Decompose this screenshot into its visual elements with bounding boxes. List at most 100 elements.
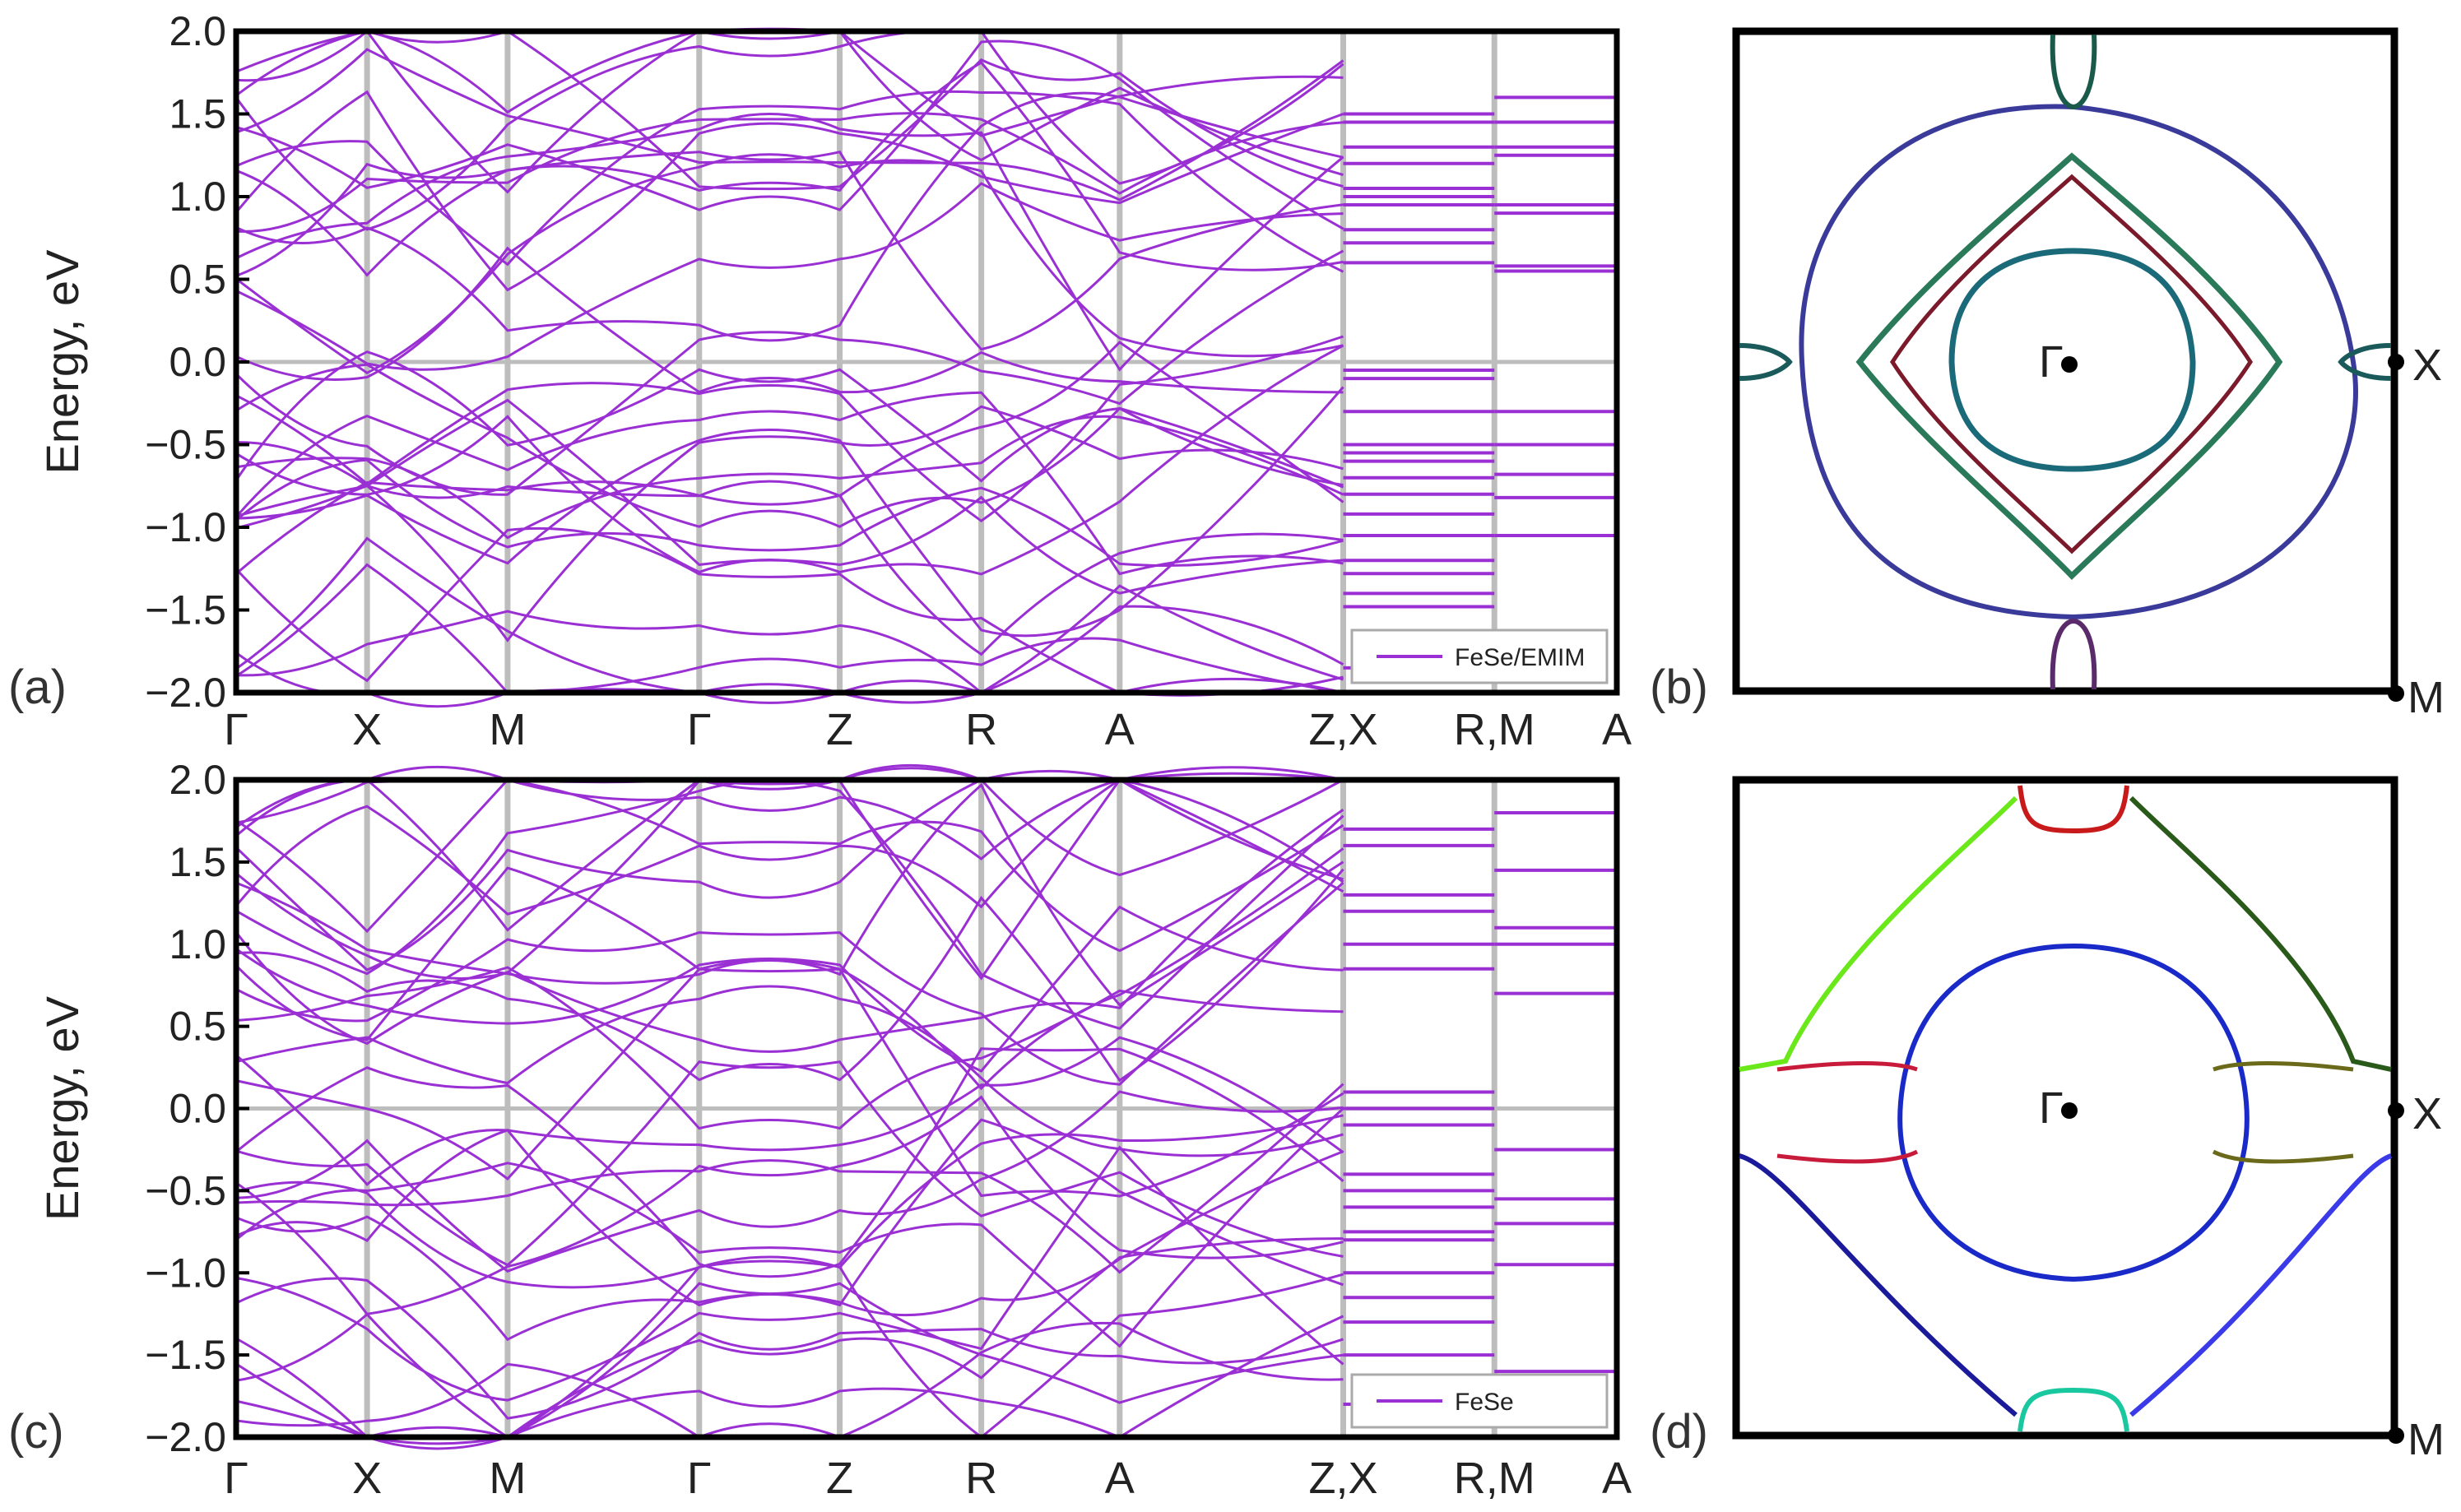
band-line xyxy=(235,1107,1344,1348)
band-line xyxy=(235,767,1344,932)
fermi-contour-neck-bottom xyxy=(2018,1387,2129,1432)
band-line xyxy=(235,763,1344,934)
band-line xyxy=(235,1259,1344,1439)
fermi-pocket-left xyxy=(1739,343,1793,381)
band-structure-panel-c: 2.0 1.5 1.0 0.5 0.0 −0.5 −1.0 −1.5 −2.0 Energy, e… xyxy=(36,757,1632,1503)
band-line xyxy=(235,765,1344,953)
fermi-contour-central xyxy=(1897,943,2250,1282)
kpoint-label: X xyxy=(352,705,382,754)
y-tick-label: 1.5 xyxy=(169,91,226,137)
kpoint-label: R,M xyxy=(1454,1454,1535,1503)
band-line xyxy=(235,112,1344,233)
fermi-surface-panel-b: Γ X M xyxy=(1732,27,2445,722)
gamma-point-marker xyxy=(2061,356,2078,373)
y-tick-label: 0.0 xyxy=(169,339,226,385)
band-structure-panel-a: 2.0 1.5 1.0 0.5 0.0 −0.5 −1.0 −1.5 −2.0 Energy, e… xyxy=(36,8,1632,754)
y-tick-label: −0.5 xyxy=(145,1167,226,1213)
band-line xyxy=(235,386,1344,638)
band-line xyxy=(235,480,1344,656)
panel-letter-d: (d) xyxy=(1650,1405,1708,1459)
kpoint-label: A xyxy=(1602,705,1632,754)
band-line xyxy=(235,966,1344,1130)
y-tick-label: 0.0 xyxy=(169,1086,226,1132)
x-point-marker xyxy=(2388,354,2404,370)
band-line xyxy=(235,29,1344,194)
kpoint-label: Γ xyxy=(224,1454,248,1503)
gamma-label: Γ xyxy=(2039,337,2064,387)
kpoint-label: R xyxy=(965,1454,997,1503)
band-line xyxy=(235,398,1344,595)
y-tick-label: −1.5 xyxy=(145,587,226,633)
panel-letter-c: (c) xyxy=(8,1405,64,1459)
legend-label: FeSe xyxy=(1455,1389,1514,1416)
band-line xyxy=(235,90,1344,273)
fermi-contour-mid-right xyxy=(2212,1061,2354,1164)
band-line xyxy=(235,48,1344,202)
band-line xyxy=(235,1095,1344,1315)
band-line xyxy=(235,61,1344,277)
y-tick-label: 1.0 xyxy=(169,174,226,220)
fermi-contour-mid-left xyxy=(1776,1061,1919,1164)
fermi-contour-upper-right xyxy=(2129,795,2392,1072)
y-axis-label: Energy, eV xyxy=(36,249,88,475)
kpoint-label: Z xyxy=(826,1454,853,1503)
kpoint-label: Z xyxy=(826,705,853,754)
band-line xyxy=(235,30,1344,191)
band-line xyxy=(235,1036,1344,1186)
band-line xyxy=(235,1145,1344,1402)
band-line xyxy=(235,405,1344,642)
band-line xyxy=(234,809,1344,1053)
gamma-label: Γ xyxy=(2039,1083,2064,1133)
m-label: M xyxy=(2408,673,2445,722)
kpoint-label: A xyxy=(1105,705,1135,754)
y-axis-label: Energy, eV xyxy=(36,995,88,1221)
band-line xyxy=(234,769,1344,972)
band-lines xyxy=(234,27,1617,708)
kpoint-label: R,M xyxy=(1454,705,1535,754)
band-line xyxy=(235,1282,1344,1445)
x-point-marker xyxy=(2388,1102,2404,1119)
x-label: X xyxy=(2412,1089,2442,1139)
band-line xyxy=(235,91,1344,342)
band-line xyxy=(235,905,1344,1073)
y-tick-label: 1.5 xyxy=(169,839,226,885)
kpoint-label: M xyxy=(489,1454,526,1503)
band-line xyxy=(234,391,1344,576)
band-line xyxy=(235,1060,1344,1267)
m-point-marker xyxy=(2388,685,2404,702)
panel-letter-a: (a) xyxy=(8,661,67,714)
band-line xyxy=(235,563,1344,694)
kpoint-label: A xyxy=(1602,1454,1632,1503)
band-line xyxy=(235,335,1344,523)
fermi-pocket-top xyxy=(2050,34,2097,110)
y-tick-label: −1.5 xyxy=(145,1332,226,1378)
y-tick-label: −2.0 xyxy=(145,670,226,716)
kpoint-label: R xyxy=(965,705,997,754)
band-line xyxy=(235,39,1344,230)
band-line xyxy=(235,777,1344,981)
band-line xyxy=(234,526,1344,697)
y-tick-label: 2.0 xyxy=(169,8,226,54)
band-line xyxy=(235,881,1344,1086)
band-line xyxy=(235,182,1344,371)
fermi-contour-diamond-outer xyxy=(1855,152,2283,580)
fermi-surface-panel-d: Γ X M xyxy=(1732,776,2445,1464)
y-tick-label: 2.0 xyxy=(169,757,226,803)
fermi-contour-upper-left xyxy=(1739,795,2018,1072)
fermi-contour-neck-top xyxy=(2018,785,2129,834)
band-line xyxy=(235,341,1344,503)
band-line xyxy=(235,1083,1344,1274)
band-line xyxy=(235,778,1344,893)
y-tick-label: −1.0 xyxy=(145,1250,226,1296)
y-tick-label: 0.5 xyxy=(169,257,226,303)
band-line xyxy=(235,1114,1344,1289)
band-line xyxy=(235,868,1344,1083)
m-label: M xyxy=(2408,1415,2445,1464)
band-line xyxy=(235,605,1344,708)
band-line xyxy=(235,958,1344,1198)
y-tick-label: −2.0 xyxy=(145,1414,226,1460)
kpoint-label: Γ xyxy=(687,705,712,754)
band-line xyxy=(235,1277,1344,1420)
band-line xyxy=(234,90,1344,292)
